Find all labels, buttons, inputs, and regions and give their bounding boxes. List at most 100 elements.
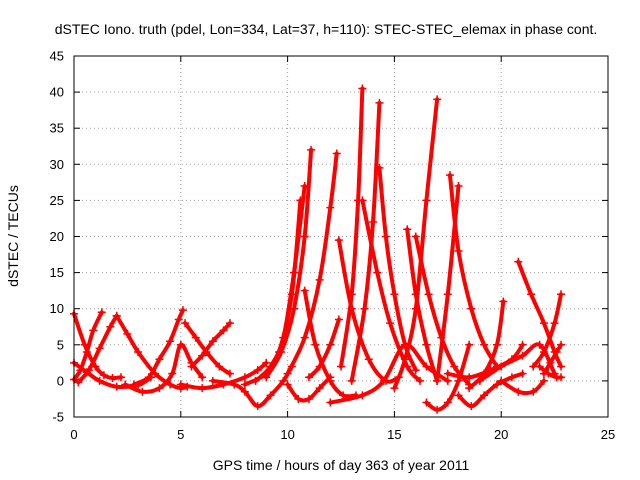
x-tick-label: 25 <box>601 427 615 442</box>
data-point-marker <box>97 308 106 317</box>
x-tick-label: 10 <box>280 427 294 442</box>
data-point-marker <box>539 376 548 385</box>
y-tick-label: 10 <box>50 301 64 316</box>
data-point-marker <box>108 374 117 383</box>
data-point-marker <box>112 311 121 320</box>
data-point-marker <box>518 369 527 378</box>
axes: 0 5 10 15 20 25 -5 0 5 10 15 20 25 30 35 40 45 <box>50 49 616 443</box>
data-point-marker <box>311 340 320 349</box>
data-point-marker <box>334 236 343 245</box>
series-line-24 <box>392 97 440 391</box>
data-point-marker <box>550 319 559 328</box>
data-point-marker <box>364 355 373 364</box>
x-axis-label: GPS time / hours of day 363 of year 2011 <box>213 457 470 473</box>
data-point-marker <box>557 362 566 371</box>
data-point-marker <box>106 322 115 331</box>
data-point-marker <box>369 218 378 227</box>
x-tick-label: 0 <box>70 427 77 442</box>
data-point-marker <box>514 387 523 396</box>
data-point-marker <box>116 373 125 382</box>
data-point-marker <box>225 319 234 328</box>
y-tick-label: 40 <box>50 85 64 100</box>
data-point-marker <box>550 369 559 378</box>
data-point-marker <box>518 351 527 360</box>
data-point-marker <box>326 398 335 407</box>
data-point-marker <box>539 319 548 328</box>
data-point-marker <box>95 376 104 385</box>
data-point-marker <box>433 376 442 385</box>
data-point-marker <box>315 275 324 284</box>
data-point-marker <box>454 246 463 255</box>
data-point-marker <box>557 340 566 349</box>
data-point-marker <box>123 329 132 338</box>
data-point-marker <box>99 371 108 380</box>
data-point-marker <box>262 373 271 382</box>
data-point-marker <box>497 376 506 385</box>
data-point-marker <box>433 95 442 104</box>
data-point-marker <box>176 380 185 389</box>
data-point-marker <box>337 362 345 371</box>
y-tick-label: 35 <box>50 121 64 136</box>
data-point-marker <box>422 398 431 407</box>
data-point-marker <box>386 319 395 328</box>
data-point-marker <box>300 286 309 295</box>
data-point-marker <box>283 380 292 389</box>
data-point-marker <box>373 268 382 277</box>
data-point-marker <box>424 290 433 299</box>
data-point-marker <box>279 376 288 385</box>
data-point-marker <box>465 340 474 349</box>
data-point-marker <box>174 315 183 324</box>
y-tick-label: 20 <box>50 229 64 244</box>
data-point-marker <box>358 84 367 93</box>
data-point-marker <box>225 369 234 378</box>
data-point-marker <box>454 181 463 190</box>
data-point-marker <box>300 232 309 241</box>
data-point-marker <box>480 340 489 349</box>
data-point-marker <box>390 384 399 393</box>
data-point-marker <box>187 362 196 371</box>
data-point-marker <box>95 344 104 353</box>
data-point-marker <box>155 384 164 393</box>
data-point-marker <box>401 355 410 364</box>
data-point-marker <box>381 232 390 241</box>
data-point-marker <box>422 196 431 205</box>
data-point-marker <box>315 362 324 371</box>
series-line-19 <box>339 86 365 369</box>
data-point-marker <box>84 366 93 375</box>
data-point-marker <box>129 380 138 389</box>
series-line-17 <box>307 317 341 380</box>
data-point-marker <box>492 340 501 349</box>
data-point-marker <box>74 378 83 387</box>
y-tick-label: 30 <box>50 157 64 172</box>
data-point-marker <box>178 306 187 315</box>
data-point-marker <box>411 290 420 299</box>
data-point-marker <box>360 304 369 313</box>
series-line-37 <box>541 342 563 376</box>
series-layer <box>70 84 566 414</box>
data-point-marker <box>112 382 121 391</box>
data-point-marker <box>454 391 463 400</box>
data-point-marker <box>198 351 207 360</box>
series-line-20 <box>349 100 382 383</box>
data-point-marker <box>134 348 143 357</box>
data-point-marker <box>529 387 538 396</box>
data-point-marker <box>535 362 544 371</box>
plot-frame <box>73 55 609 418</box>
data-point-marker <box>307 145 316 154</box>
data-point-marker <box>557 373 566 382</box>
data-point-marker <box>403 225 412 234</box>
y-tick-label: 45 <box>50 49 64 64</box>
data-point-marker <box>266 391 275 400</box>
data-point-marker <box>445 171 454 180</box>
y-tick-label: 25 <box>50 193 64 208</box>
data-point-marker <box>326 203 335 212</box>
data-point-marker <box>535 340 544 349</box>
data-point-marker <box>253 402 262 411</box>
data-point-marker <box>480 391 489 400</box>
data-point-marker <box>497 362 506 371</box>
data-point-marker <box>155 355 164 364</box>
data-point-marker <box>375 98 384 107</box>
series-line-31 <box>467 299 506 391</box>
data-point-marker <box>416 376 425 385</box>
chart-title: dSTEC Iono. truth (pdel, Lon=334, Lat=37… <box>55 21 598 37</box>
